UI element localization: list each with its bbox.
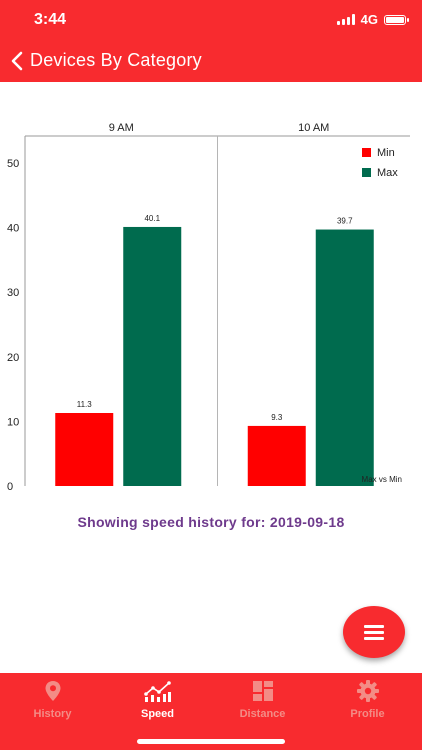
- dashboard-grid-icon: [252, 681, 273, 701]
- tab-history[interactable]: History: [0, 679, 105, 729]
- legend-label-max: Max: [377, 167, 398, 179]
- legend-swatch-min: [362, 148, 371, 157]
- menu-fab-button[interactable]: [343, 606, 405, 658]
- location-pin-icon: [45, 681, 60, 701]
- bar-min: [247, 425, 306, 486]
- chevron-left-icon: [11, 51, 23, 71]
- network-type: 4G: [360, 12, 378, 27]
- status-time: 3:44: [34, 11, 67, 28]
- category-label: 9 AM: [109, 122, 134, 134]
- bar-max: [123, 226, 182, 486]
- line-chart-icon: [143, 681, 171, 702]
- app-header: Devices By Category: [0, 40, 422, 82]
- speed-bar-chart: 0 10 20 30 40 50 9 AM 11.3 40.1 10 AM 9.3 39.7 Min Ma…: [7, 122, 410, 493]
- menu-icon: [364, 625, 384, 643]
- bar-value-label: 9.3: [271, 413, 283, 422]
- chart-annotation: Max vs Min: [362, 475, 402, 484]
- bar-value-label: 11.3: [77, 400, 93, 409]
- gear-icon: [356, 680, 379, 702]
- home-indicator: [137, 739, 285, 744]
- y-tick-label: 40: [7, 223, 19, 235]
- y-tick-label: 30: [7, 287, 19, 299]
- main-content: 0 10 20 30 40 50 9 AM 11.3 40.1 10 AM 9.3 39.7 Min Ma…: [0, 82, 422, 673]
- bar-min: [55, 413, 114, 486]
- signal-icon: [336, 14, 355, 25]
- tab-speed[interactable]: Speed: [105, 679, 210, 729]
- tab-distance[interactable]: Distance: [210, 679, 315, 729]
- tab-distance-label: Distance: [239, 708, 286, 720]
- status-indicators: 4G: [336, 12, 409, 27]
- bottom-tab-bar: History Speed Distance: [0, 673, 422, 750]
- speed-history-caption: Showing speed history for: 2019-09-18: [77, 514, 345, 530]
- bar-value-label: 40.1: [144, 214, 160, 223]
- tab-speed-label: Speed: [140, 708, 174, 720]
- back-button[interactable]: [8, 50, 28, 72]
- category-label: 10 AM: [298, 122, 329, 134]
- legend-swatch-max: [362, 168, 371, 177]
- tab-profile-label: Profile: [350, 708, 385, 720]
- tab-profile[interactable]: Profile: [315, 679, 420, 729]
- bar-value-label: 39.7: [337, 217, 353, 226]
- y-tick-label: 50: [7, 158, 19, 170]
- y-tick-label: 0: [7, 481, 13, 493]
- bar-max: [315, 229, 374, 486]
- y-tick-label: 10: [7, 416, 19, 428]
- y-tick-label: 20: [7, 352, 19, 364]
- page-title: Devices By Category: [30, 50, 202, 70]
- tab-history-label: History: [33, 708, 72, 720]
- status-bar: 3:44 4G: [0, 0, 422, 40]
- battery-icon: [384, 14, 409, 25]
- legend-label-min: Min: [377, 147, 395, 159]
